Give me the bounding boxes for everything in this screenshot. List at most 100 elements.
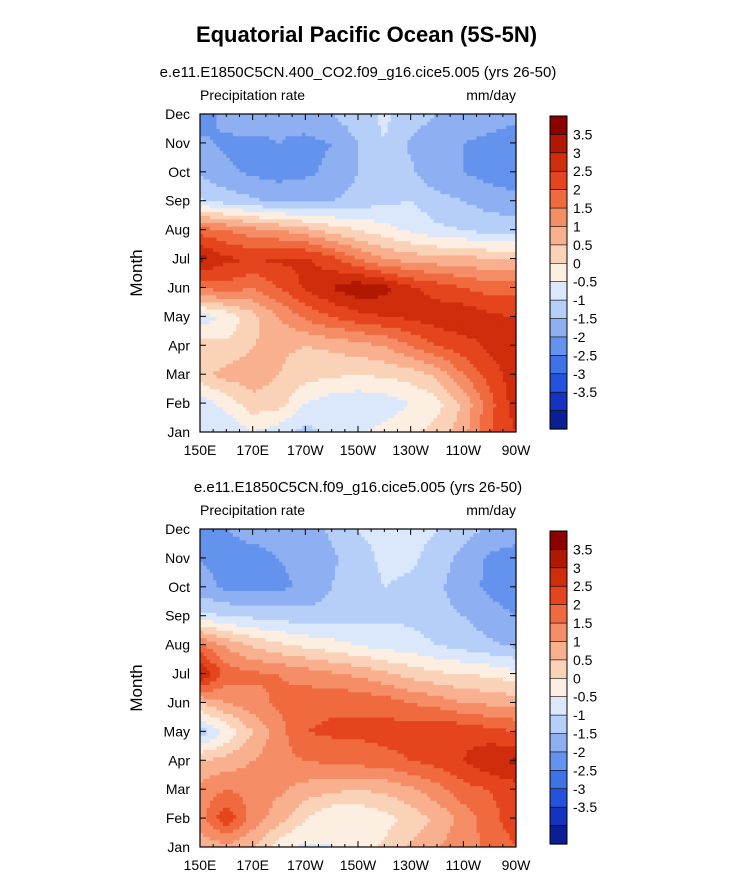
heatmap-cell: [229, 359, 234, 364]
heatmap-cell: [469, 251, 474, 256]
heatmap-cell: [334, 298, 339, 303]
heatmap-cell: [285, 269, 290, 274]
heatmap-cell: [209, 345, 214, 350]
heatmap-cell: [453, 348, 458, 354]
heatmap-cell: [269, 352, 274, 357]
heatmap-cell: [321, 309, 326, 314]
heatmap-cell: [384, 377, 389, 383]
heatmap-cell: [420, 338, 425, 343]
heatmap-cell: [361, 410, 366, 415]
heatmap-cell: [338, 327, 343, 332]
heatmap-cell: [384, 254, 389, 260]
heatmap-cell: [410, 413, 415, 419]
heatmap-cell: [223, 352, 227, 357]
heatmap-cell: [226, 377, 231, 383]
heatmap-cell: [213, 330, 218, 336]
heatmap-cell: [348, 309, 353, 314]
heatmap-cell: [413, 327, 418, 332]
heatmap-cell: [394, 348, 399, 354]
heatmap-cell: [206, 294, 211, 299]
heatmap-cell: [423, 262, 428, 267]
heatmap-cell: [489, 309, 494, 314]
heatmap-cell: [351, 352, 356, 357]
heatmap-cell: [367, 283, 372, 289]
heatmap-cell: [305, 388, 310, 393]
heatmap-cell: [328, 334, 333, 339]
heatmap-cell: [252, 327, 257, 332]
heatmap-cell: [460, 251, 464, 256]
heatmap-cell: [351, 366, 356, 372]
heatmap-cell: [236, 323, 241, 328]
heatmap-cell: [420, 323, 425, 328]
heatmap-cell: [216, 287, 221, 292]
heatmap-cell: [430, 413, 435, 419]
heatmap-cell: [262, 385, 267, 390]
heatmap-cell: [219, 298, 224, 303]
heatmap-cell: [229, 265, 234, 270]
heatmap-cell: [308, 316, 313, 321]
heatmap-cell: [466, 330, 471, 336]
heatmap-cell: [512, 265, 516, 270]
heatmap-cell: [308, 424, 313, 429]
heatmap-cell: [325, 406, 329, 411]
heatmap-cell: [292, 305, 297, 310]
heatmap-cell: [390, 352, 395, 357]
heatmap-cell: [417, 258, 422, 263]
heatmap-cell: [509, 403, 514, 408]
heatmap-cell: [275, 366, 280, 372]
heatmap-cell: [331, 323, 336, 328]
heatmap-cell: [206, 309, 211, 314]
heatmap-cell: [265, 262, 270, 267]
heatmap-cell: [255, 280, 260, 285]
heatmap-cell: [338, 395, 343, 401]
heatmap-cell: [496, 356, 501, 361]
heatmap-cell: [341, 330, 346, 336]
heatmap-cell: [469, 363, 474, 368]
heatmap-cell: [232, 327, 237, 332]
heatmap-cell: [246, 413, 250, 419]
heatmap-cell: [226, 370, 231, 375]
heatmap-cell: [265, 327, 270, 332]
heatmap-cell: [200, 298, 204, 303]
heatmap-cell: [272, 334, 277, 339]
heatmap-cell: [242, 348, 247, 354]
heatmap-cell: [252, 309, 257, 314]
heatmap-cell: [232, 356, 237, 361]
heatmap-cell: [285, 424, 290, 429]
heatmap-cell: [259, 327, 264, 332]
heatmap-cell: [433, 309, 438, 314]
heatmap-cell: [239, 374, 244, 379]
heatmap-cell: [486, 428, 491, 432]
heatmap-cell: [469, 276, 474, 281]
heatmap-cell: [430, 377, 435, 383]
heatmap-cell: [499, 421, 504, 426]
heatmap-cell: [502, 421, 507, 426]
heatmap-cell: [305, 273, 310, 278]
heatmap-cell: [200, 348, 204, 354]
heatmap-cell: [334, 251, 339, 256]
heatmap-cell: [265, 265, 270, 270]
heatmap-cell: [246, 291, 250, 296]
heatmap-cell: [499, 262, 504, 267]
heatmap-cell: [394, 291, 399, 296]
heatmap-cell: [275, 258, 280, 263]
heatmap-cell: [321, 421, 326, 426]
heatmap-cell: [328, 399, 333, 404]
heatmap-cell: [334, 413, 339, 419]
heatmap-cell: [446, 262, 451, 267]
heatmap-cell: [321, 413, 326, 419]
heatmap-cell: [292, 363, 297, 368]
heatmap-cell: [213, 403, 218, 408]
heatmap-cell: [265, 283, 270, 289]
heatmap-cell: [413, 338, 418, 343]
heatmap-cell: [279, 258, 283, 263]
heatmap-cell: [262, 417, 267, 422]
heatmap-cell: [209, 276, 214, 281]
heatmap-cell: [506, 348, 511, 354]
heatmap-cell: [446, 309, 451, 314]
heatmap-cell: [292, 410, 297, 415]
heatmap-cell: [249, 410, 254, 415]
heatmap-cell: [232, 280, 237, 285]
heatmap-cell: [311, 312, 316, 317]
heatmap-cell: [315, 301, 320, 307]
